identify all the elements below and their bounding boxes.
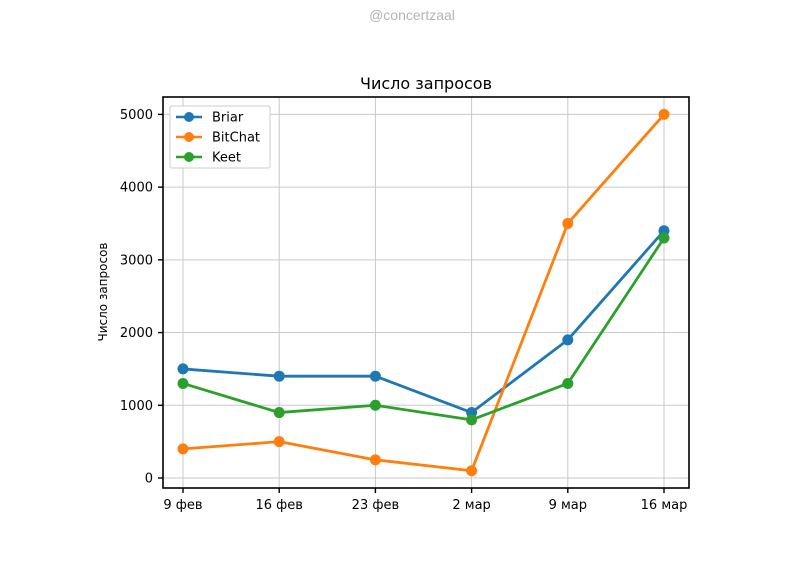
x-tick-label: 16 мар bbox=[641, 498, 688, 513]
data-point-bitchat bbox=[369, 454, 381, 466]
legend-marker-keet bbox=[184, 152, 194, 162]
data-point-briar bbox=[562, 334, 574, 346]
watermark: @concertzaal bbox=[369, 7, 455, 23]
data-point-keet bbox=[562, 377, 574, 389]
y-axis-label: Число запросов bbox=[96, 243, 110, 342]
data-point-keet bbox=[369, 399, 381, 411]
data-point-bitchat bbox=[273, 436, 285, 448]
tick-layer bbox=[158, 113, 665, 493]
legend: Briar BitChat Keet bbox=[169, 105, 271, 169]
x-tick-label: 23 фев bbox=[352, 498, 399, 513]
legend-box bbox=[169, 105, 271, 169]
y-tick-label: 4000 bbox=[120, 181, 153, 196]
legend-marker-briar bbox=[184, 112, 194, 122]
chart-title: Число запросов bbox=[360, 74, 492, 93]
y-tick-label: 1000 bbox=[120, 399, 153, 414]
y-tick-labels: 0 1000 2000 3000 4000 5000 bbox=[120, 108, 153, 487]
y-tick-label: 3000 bbox=[120, 253, 153, 268]
series-line-bitchat bbox=[181, 113, 666, 473]
data-point-keet bbox=[177, 377, 189, 389]
x-tick-label: 9 фев bbox=[163, 498, 202, 513]
x-tick-labels: 9 фев 16 фев 23 фев 2 мар 9 мар 16 мар bbox=[163, 498, 687, 513]
plot-border bbox=[162, 96, 690, 489]
data-point-keet bbox=[466, 414, 478, 426]
data-point-bitchat bbox=[562, 217, 574, 229]
series-line-briar bbox=[181, 229, 666, 414]
y-tick-label: 2000 bbox=[120, 326, 153, 341]
data-point-bitchat bbox=[658, 108, 670, 120]
series-layer bbox=[177, 108, 670, 477]
legend-label-bitchat: BitChat bbox=[212, 131, 260, 146]
data-point-briar bbox=[273, 370, 285, 382]
legend-marker-bitchat bbox=[184, 132, 194, 142]
data-point-keet bbox=[273, 407, 285, 419]
data-point-bitchat bbox=[466, 465, 478, 477]
y-tick-label: 5000 bbox=[120, 108, 153, 123]
data-point-keet bbox=[658, 232, 670, 244]
x-tick-label: 16 фев bbox=[255, 498, 302, 513]
x-tick-label: 9 мар bbox=[549, 498, 587, 513]
data-point-bitchat bbox=[177, 443, 189, 455]
data-point-briar bbox=[369, 370, 381, 382]
legend-label-briar: Briar bbox=[212, 111, 244, 126]
legend-label-keet: Keet bbox=[212, 151, 241, 166]
x-tick-label: 2 мар bbox=[452, 498, 490, 513]
data-point-briar bbox=[177, 363, 189, 375]
series-line-keet bbox=[181, 236, 666, 422]
y-tick-label: 0 bbox=[145, 472, 153, 487]
